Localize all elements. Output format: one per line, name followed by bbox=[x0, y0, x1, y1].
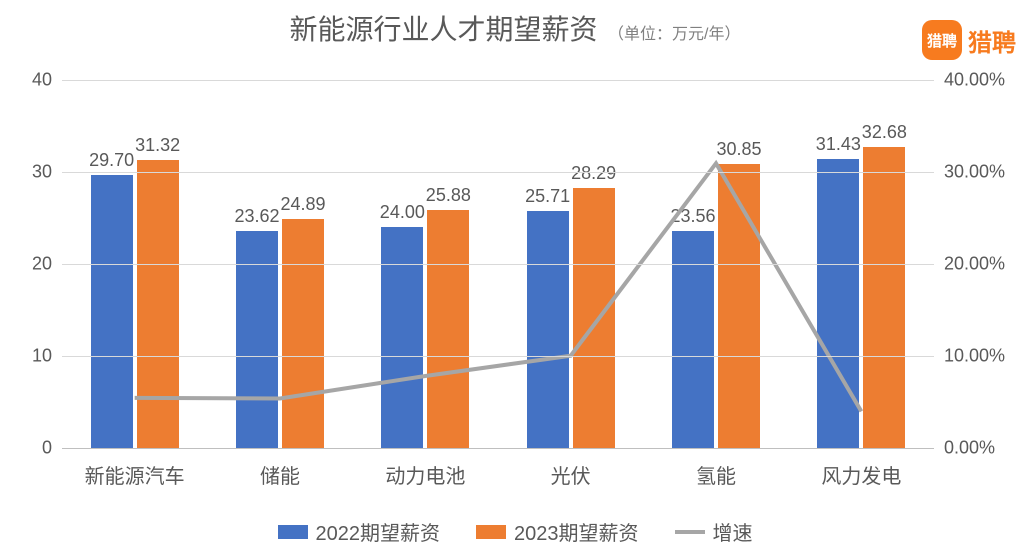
legend-swatch-line bbox=[675, 530, 705, 534]
brand-label: 猎聘 bbox=[968, 23, 1016, 58]
legend-item: 2023期望薪资 bbox=[476, 517, 639, 546]
y-right-tick: 30.00% bbox=[934, 162, 1005, 183]
legend-label: 2023期望薪资 bbox=[514, 517, 639, 546]
chart-container: 新能源行业人才期望薪资 （单位：万元/年） 猎聘 猎聘 29.7031.3223… bbox=[0, 0, 1030, 558]
chart-title: 新能源行业人才期望薪资 bbox=[290, 14, 598, 45]
x-category-label: 新能源汽车 bbox=[85, 448, 185, 489]
x-category-label: 储能 bbox=[260, 448, 300, 489]
y-left-tick: 0 bbox=[42, 438, 62, 459]
brand-badge: 猎聘 猎聘 bbox=[922, 20, 1016, 60]
legend-swatch-bar bbox=[476, 525, 506, 539]
chart-title-row: 新能源行业人才期望薪资 （单位：万元/年） bbox=[0, 0, 1030, 48]
y-left-tick: 20 bbox=[32, 254, 62, 275]
grid-line bbox=[62, 356, 934, 357]
x-category-label: 氢能 bbox=[696, 448, 736, 489]
y-left-tick: 30 bbox=[32, 162, 62, 183]
legend-swatch-bar bbox=[278, 525, 308, 539]
plot-area: 29.7031.3223.6224.8924.0025.8825.7128.29… bbox=[62, 80, 934, 448]
legend-item: 增速 bbox=[675, 517, 753, 546]
x-category-label: 风力发电 bbox=[821, 448, 901, 489]
y-right-tick: 0.00% bbox=[934, 438, 995, 459]
x-category-label: 动力电池 bbox=[385, 448, 465, 489]
legend-label: 增速 bbox=[713, 517, 753, 546]
y-left-tick: 40 bbox=[32, 70, 62, 91]
grid-line bbox=[62, 80, 934, 81]
chart-unit: （单位：万元/年） bbox=[608, 26, 740, 43]
legend-label: 2022期望薪资 bbox=[316, 517, 441, 546]
growth-line bbox=[135, 163, 862, 411]
x-category-label: 光伏 bbox=[551, 448, 591, 489]
y-left-tick: 10 bbox=[32, 346, 62, 367]
y-right-tick: 40.00% bbox=[934, 70, 1005, 91]
brand-icon-text: 猎聘 bbox=[927, 30, 957, 51]
brand-icon: 猎聘 bbox=[922, 20, 962, 60]
y-right-tick: 10.00% bbox=[934, 346, 1005, 367]
legend-item: 2022期望薪资 bbox=[278, 517, 441, 546]
grid-line bbox=[62, 264, 934, 265]
y-right-tick: 20.00% bbox=[934, 254, 1005, 275]
grid-line bbox=[62, 448, 934, 449]
grid-line bbox=[62, 172, 934, 173]
legend: 2022期望薪资 2023期望薪资 增速 bbox=[0, 517, 1030, 546]
